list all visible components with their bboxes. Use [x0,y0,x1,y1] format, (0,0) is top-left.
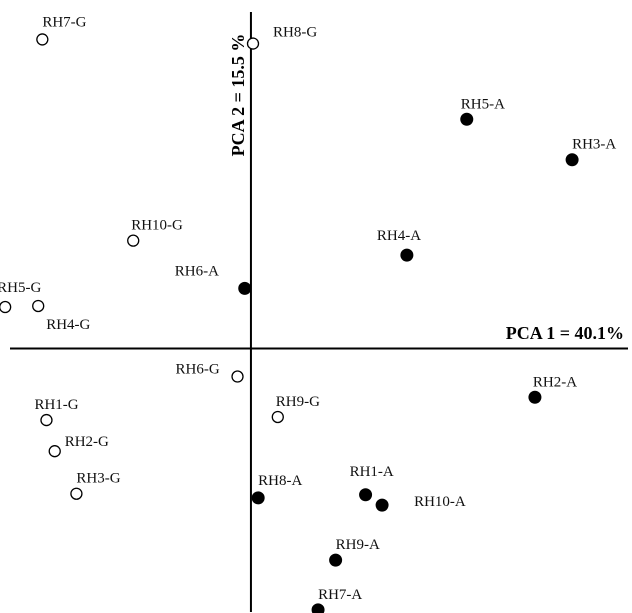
axes [10,12,628,612]
point-rh4-g [32,299,45,313]
label-rh10-a: RH10-A [414,494,466,510]
label-rh1-g: RH1-G [34,397,78,413]
point-rh1-g [40,413,53,427]
label-rh7-g: RH7-G [42,14,86,30]
point-rh5-a [460,112,474,126]
label-rh7-a: RH7-A [318,587,362,603]
label-rh2-g: RH2-G [65,434,109,450]
point-rh3-a [565,153,579,167]
point-rh4-a [400,248,414,262]
label-rh3-g: RH3-G [76,471,120,487]
point-rh7-a [311,603,325,613]
label-rh3-a: RH3-A [572,137,616,153]
data-points [0,33,579,613]
label-rh5-g: RH5-G [0,280,41,296]
label-rh1-a: RH1-A [350,464,394,480]
label-rh8-a: RH8-A [258,473,302,489]
label-rh10-g: RH10-G [131,218,183,234]
point-rh8-g [246,37,260,50]
point-rh9-g [271,410,284,424]
label-rh8-g: RH8-G [273,25,317,41]
point-rh2-g [48,445,61,458]
label-rh9-g: RH9-G [276,394,320,410]
point-rh6-g [231,370,244,383]
y-axis-title: PCA 2 = 15.5 % [228,34,248,157]
label-rh4-a: RH4-A [377,228,421,244]
point-labels: RH7-G RH8-G RH10-G RH5-G RH4-G RH6-G RH9-G RH1-… [0,14,616,602]
label-rh2-a: RH2-A [533,374,577,390]
point-rh10-g [127,234,140,247]
point-rh9-a [329,553,343,567]
point-rh6-a [238,281,252,295]
point-rh7-g [36,33,49,46]
point-rh1-a [359,488,373,502]
point-rh10-a [375,498,389,512]
label-rh5-a: RH5-A [461,96,505,112]
point-rh5-g [0,300,12,314]
point-rh3-g [70,487,83,500]
label-rh6-g: RH6-G [176,362,220,378]
label-rh9-a: RH9-A [336,537,380,553]
point-rh2-a [528,390,542,404]
x-axis-title: PCA 1 = 40.1% [506,323,624,343]
label-rh6-a: RH6-A [175,263,219,279]
point-rh8-a [251,491,265,505]
label-rh4-g: RH4-G [46,317,90,333]
